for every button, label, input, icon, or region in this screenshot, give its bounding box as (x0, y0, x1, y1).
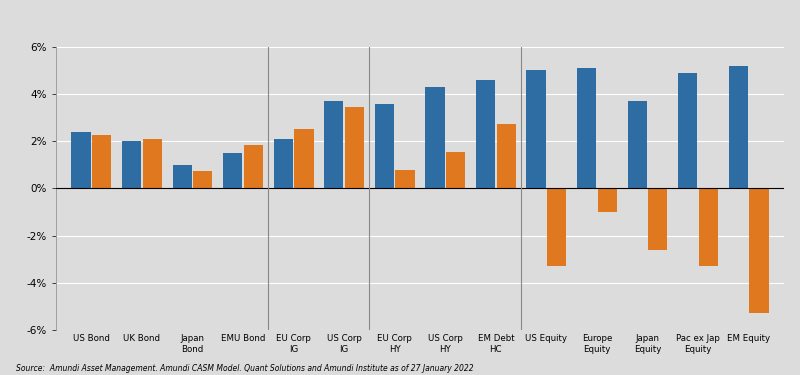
Text: Source:  Amundi Asset Management. Amundi CASM Model. Quant Solutions and Amundi : Source: Amundi Asset Management. Amundi … (16, 364, 474, 373)
Bar (194, 171, 213, 188)
Bar (374, 104, 394, 188)
Bar (678, 73, 698, 188)
Bar (324, 101, 343, 188)
Bar (729, 66, 748, 188)
Bar (547, 188, 566, 266)
Bar (750, 188, 769, 314)
Bar (627, 101, 646, 188)
Bar (244, 145, 263, 188)
Bar (345, 107, 364, 188)
Bar (497, 123, 516, 188)
Bar (173, 165, 192, 188)
Bar (598, 188, 617, 212)
Bar (71, 132, 90, 188)
Bar (446, 152, 466, 188)
Bar (526, 70, 546, 188)
Bar (426, 87, 445, 188)
Bar (577, 68, 596, 188)
Bar (274, 139, 293, 188)
Bar (699, 188, 718, 266)
Bar (223, 153, 242, 188)
Bar (648, 188, 667, 250)
Bar (122, 141, 141, 188)
Bar (395, 170, 414, 188)
Bar (142, 139, 162, 188)
Bar (294, 129, 314, 188)
Bar (476, 80, 495, 188)
Bar (92, 135, 111, 188)
